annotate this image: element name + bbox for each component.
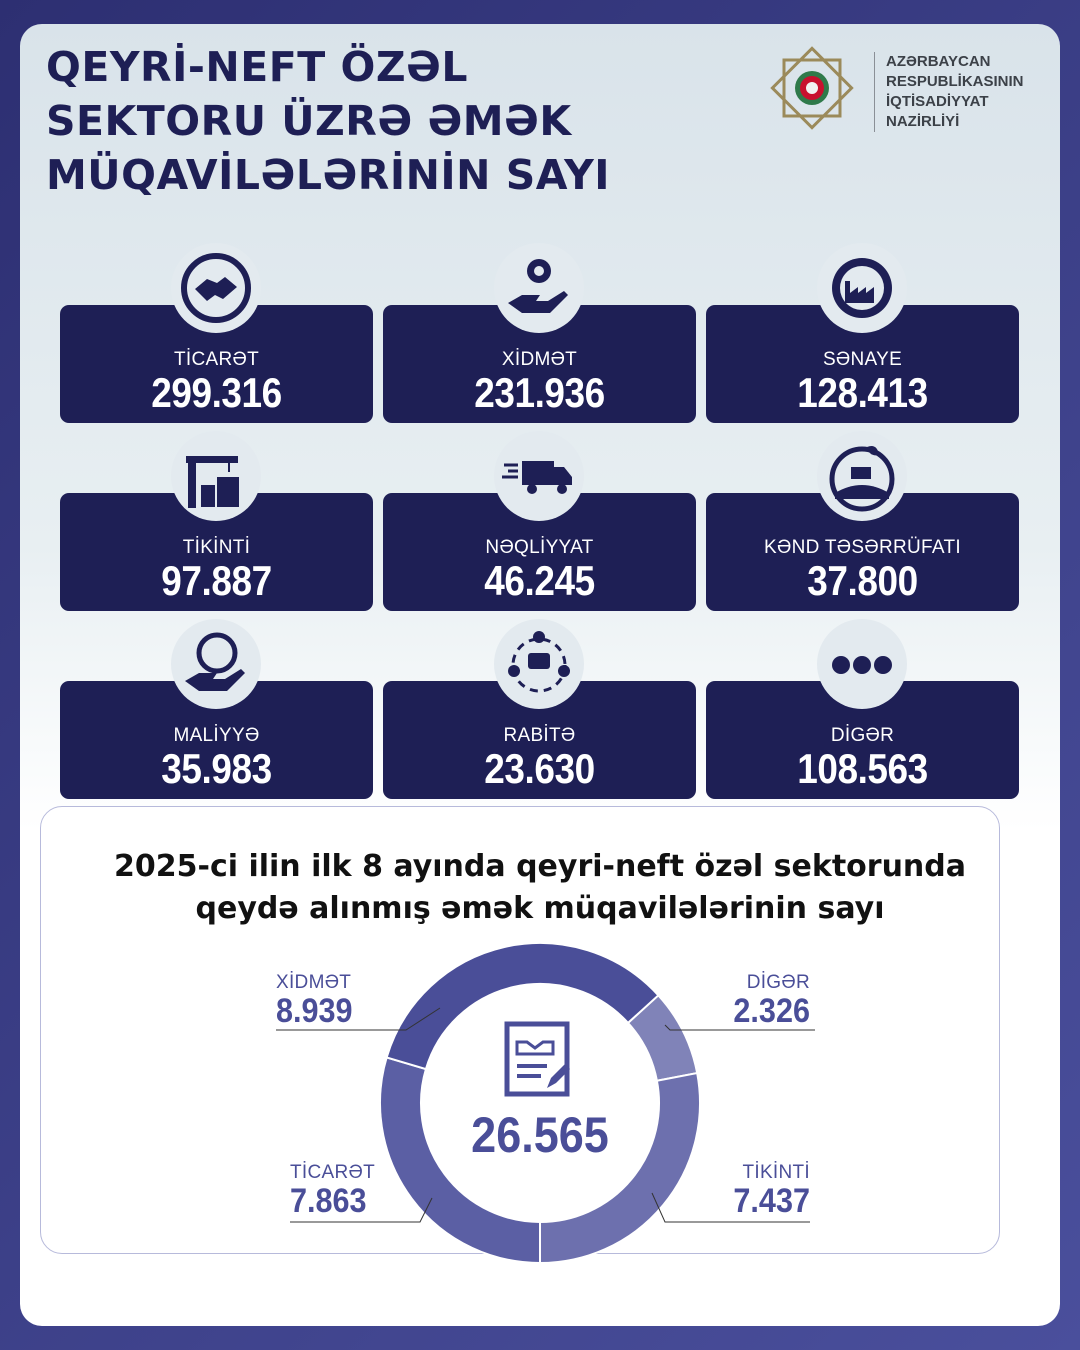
sector-value: 299.316 [151,369,282,416]
data-label: XİDMƏT 8.939 [276,972,361,1028]
service-gear-hand-icon [494,243,584,333]
more-dots-icon [817,619,907,709]
slice-name: DİGƏR [746,972,810,993]
sector-label: MALİYYƏ [173,725,260,746]
slice-value: 7.437 [733,1182,810,1220]
sector-value: 97.887 [161,557,272,604]
data-label: DİGƏR 2.326 [640,972,810,1028]
sector-card: XİDMƏT 231.936 [383,305,696,423]
ministry-logo: AZƏRBAYCAN RESPUBLİKASININ İQTİSADİYYAT … [764,46,1034,136]
construction-crane-icon [171,431,261,521]
title-line: MÜQAVİLƏLƏRİNİN SAYI [46,151,611,199]
slice-name: TİKİNTİ [742,1162,810,1183]
communication-people-icon [494,619,584,709]
sector-label: TİCARƏT [173,349,259,370]
logo-line: RESPUBLİKASININ [886,73,1024,90]
title-line: SEKTORU ÜZRƏ ƏMƏK [46,97,572,145]
sector-label: XİDMƏT [501,349,578,370]
sector-label: RABİTƏ [503,725,576,746]
sector-label: KƏND TƏSƏRRÜFATI [764,537,961,558]
chart-title-line: qeydə alınmış əmək müqavilələrinin sayı [195,891,885,926]
page-title: QEYRİ-NEFT ÖZƏL SEKTORU ÜZRƏ ƏMƏK MÜQAVİ… [46,40,610,202]
slice-value: 8.939 [276,992,353,1030]
slice-name: XİDMƏT [276,972,352,993]
logo-line: İQTİSADİYYAT [886,93,989,110]
sector-value: 46.245 [484,557,595,604]
sector-value: 35.983 [161,745,272,792]
slice-name: TİCARƏT [290,1162,376,1183]
data-label: TİKİNTİ 7.437 [640,1162,810,1218]
delivery-truck-icon [494,431,584,521]
sector-label: SƏNAYE [822,349,903,370]
handshake-icon [171,243,261,333]
sector-value: 231.936 [474,369,605,416]
slice-value: 7.863 [290,1182,367,1220]
sector-value: 23.630 [484,745,595,792]
sector-label: TİKİNTİ [182,537,251,558]
sector-label: NƏQLİYYAT [485,537,594,558]
ministry-name: AZƏRBAYCAN RESPUBLİKASININ İQTİSADİYYAT … [874,52,1024,132]
logo-line: NAZİRLİYİ [886,113,960,130]
finance-hand-icon [171,619,261,709]
logo-line: AZƏRBAYCAN [886,53,991,70]
sector-label: DİGƏR [830,725,895,746]
chart-title-line: 2025-ci ilin ilk 8 ayında qeyri-neft özə… [114,849,966,884]
title-line: QEYRİ-NEFT ÖZƏL [46,43,468,91]
slice-value: 2.326 [733,992,810,1030]
factory-gear-icon [817,243,907,333]
contract-handshake-icon [504,1021,570,1097]
donut-total: 26.565 [471,1107,609,1163]
tractor-field-icon [817,431,907,521]
data-label: TİCARƏT 7.863 [290,1162,375,1218]
sector-value: 37.800 [807,557,918,604]
chart-title: 2025-ci ilin ilk 8 ayında qeyri-neft özə… [0,846,1080,930]
emblem-icon [770,46,854,130]
sector-value: 108.563 [797,745,928,792]
sector-value: 128.413 [797,369,928,416]
